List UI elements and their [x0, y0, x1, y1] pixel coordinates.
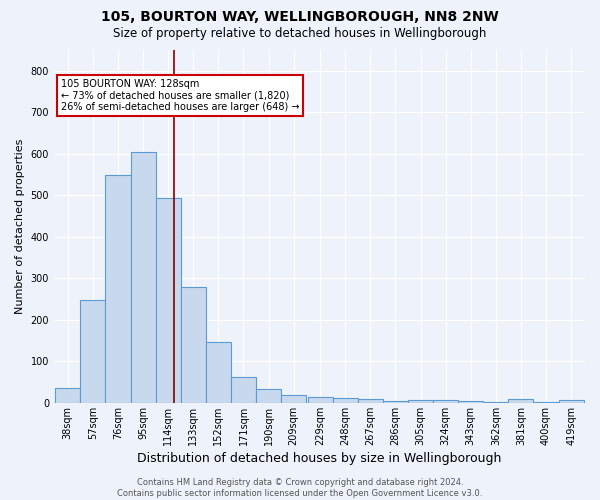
Bar: [408, 400, 433, 403]
Text: 105 BOURTON WAY: 128sqm
← 73% of detached houses are smaller (1,820)
26% of semi: 105 BOURTON WAY: 128sqm ← 73% of detache…: [61, 79, 299, 112]
Bar: [559, 400, 584, 403]
Bar: [181, 288, 206, 403]
Bar: [131, 152, 155, 403]
Bar: [155, 198, 181, 403]
Bar: [383, 401, 408, 403]
Text: 105, BOURTON WAY, WELLINGBOROUGH, NN8 2NW: 105, BOURTON WAY, WELLINGBOROUGH, NN8 2N…: [101, 10, 499, 24]
Bar: [206, 342, 231, 403]
Bar: [508, 399, 533, 403]
Text: Contains HM Land Registry data © Crown copyright and database right 2024.
Contai: Contains HM Land Registry data © Crown c…: [118, 478, 482, 498]
Bar: [533, 402, 559, 403]
Text: Size of property relative to detached houses in Wellingborough: Size of property relative to detached ho…: [113, 28, 487, 40]
Bar: [433, 400, 458, 403]
Bar: [106, 174, 131, 403]
Bar: [55, 388, 80, 403]
Bar: [281, 394, 306, 403]
Bar: [80, 300, 106, 403]
Bar: [458, 401, 483, 403]
Y-axis label: Number of detached properties: Number of detached properties: [15, 139, 25, 314]
Bar: [256, 389, 281, 403]
Bar: [231, 376, 256, 403]
Bar: [358, 399, 383, 403]
Bar: [308, 396, 332, 403]
Bar: [332, 398, 358, 403]
X-axis label: Distribution of detached houses by size in Wellingborough: Distribution of detached houses by size …: [137, 452, 502, 465]
